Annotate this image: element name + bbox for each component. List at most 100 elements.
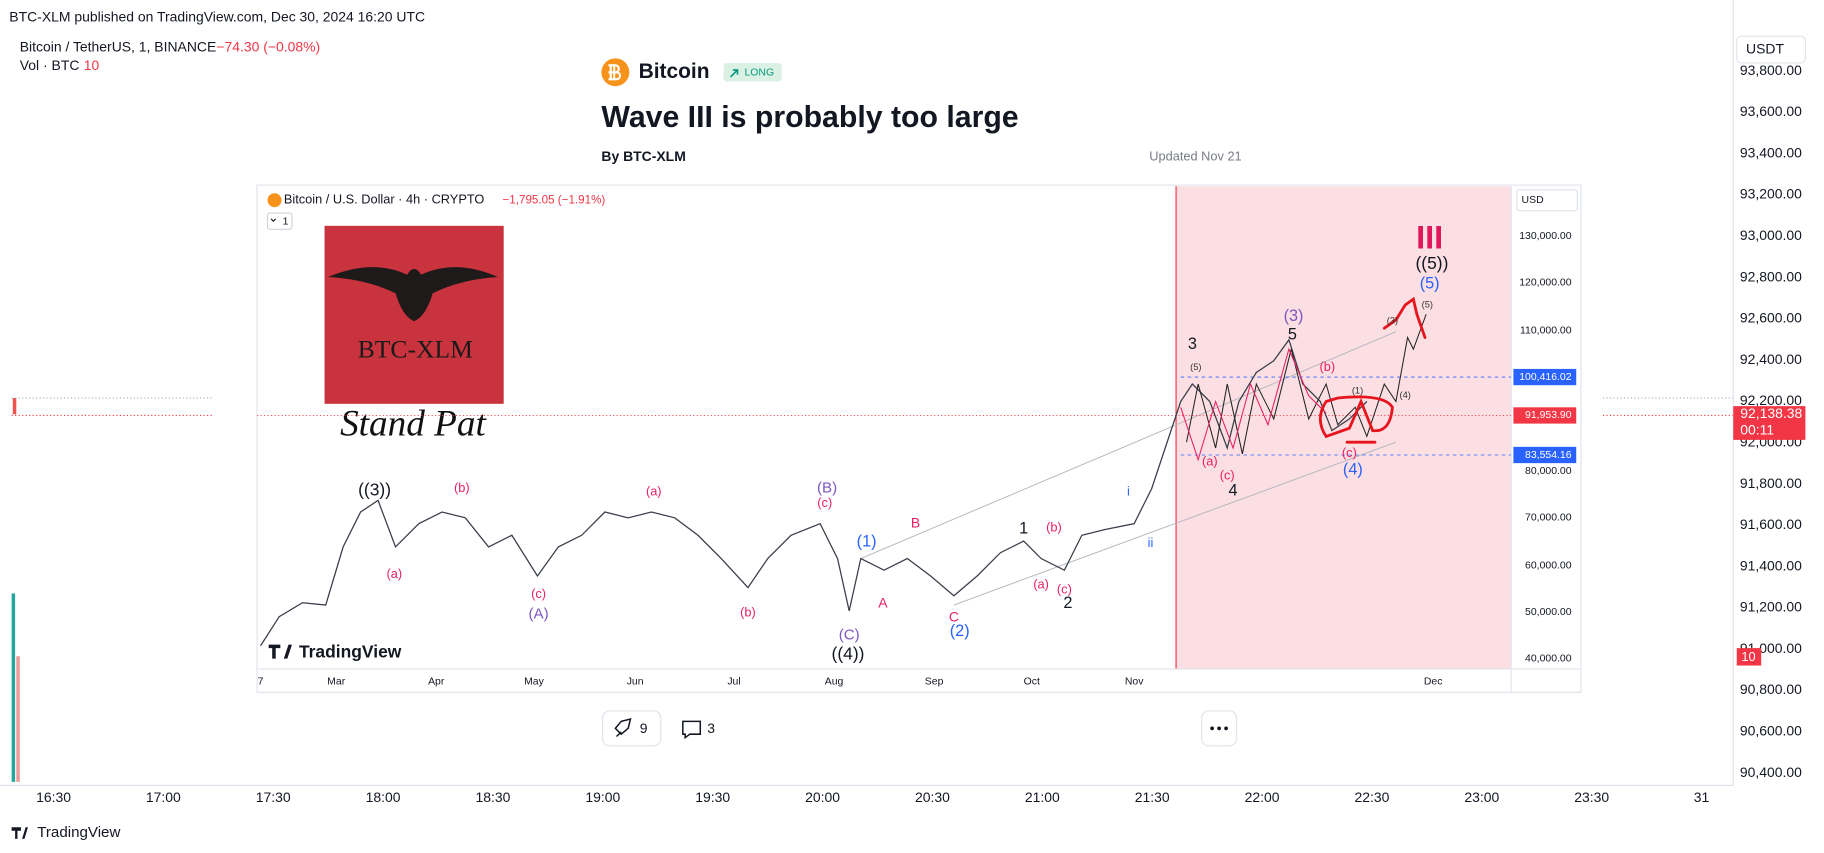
volume-bar <box>16 656 20 782</box>
interval-box <box>266 212 293 230</box>
time-tick-label: 22:00 <box>1245 789 1280 805</box>
wave-label: (B) <box>817 480 837 497</box>
wave-label: (a) <box>646 484 662 499</box>
inner-price-tick: 80,000.00 <box>1525 466 1572 477</box>
month-label: 7 <box>258 677 264 688</box>
wave-label: ((5)) <box>1416 253 1449 273</box>
inner-price-tick: 120,000.00 <box>1519 278 1572 289</box>
eagle <box>328 267 498 322</box>
wave-label: (2) <box>950 622 970 640</box>
watermark-logo <box>268 644 292 659</box>
last-price: 92,138.38 <box>1740 405 1802 421</box>
inner-price-tick: 70,000.00 <box>1525 513 1572 524</box>
price-sketch <box>260 338 1368 647</box>
price-tick-label: 91,800.00 <box>1740 475 1802 491</box>
month-label: Dec <box>1424 677 1443 688</box>
time-tick-label: 18:00 <box>366 789 401 805</box>
inner-price-tick: 40,000.00 <box>1525 653 1572 664</box>
time-tick-label: 17:00 <box>146 789 181 805</box>
wave-label: 2 <box>1063 594 1072 612</box>
month-label: Jul <box>727 677 740 688</box>
wave-label: A <box>878 595 888 611</box>
chevron <box>270 218 277 223</box>
dot <box>1217 726 1221 731</box>
month-label: Mar <box>327 677 346 688</box>
wave-label: (c) <box>1057 581 1072 596</box>
inner-price-badge <box>1513 446 1577 464</box>
projection-alt <box>1180 347 1327 462</box>
footer-logo <box>11 827 28 839</box>
currency-button[interactable] <box>1736 35 1806 64</box>
wave-label: (b) <box>454 480 470 495</box>
wave-label: (5) <box>1420 274 1440 292</box>
projection <box>1186 314 1427 454</box>
wave-label: III <box>1416 219 1443 255</box>
inner-change: −1,795.05 (−1.91%) <box>503 193 606 206</box>
volume-value: 10 <box>84 57 100 73</box>
inner-price-label: 91,953.90 <box>1525 410 1572 421</box>
channel-line <box>953 441 1397 606</box>
wave-label: (A) <box>529 605 549 622</box>
wave-label: (a) <box>1033 577 1049 592</box>
price-tick-label: 93,600.00 <box>1740 103 1802 119</box>
price-tick-label: 90,600.00 <box>1740 723 1802 739</box>
month-label: Apr <box>428 677 445 688</box>
month-label: Jun <box>627 677 644 688</box>
wave-label: (5) <box>1422 299 1433 309</box>
inner-price-badge <box>1513 368 1577 386</box>
price-tick-label: 92,600.00 <box>1740 310 1802 326</box>
rocket-icon <box>614 718 632 738</box>
price-tick-label: 93,200.00 <box>1740 186 1802 202</box>
wave-label: (a) <box>387 566 403 581</box>
outer-axes: 16:30 17:00 17:30 18:00 18:30 19:00 19:30 20:00… <box>36 62 1802 805</box>
wave-label: i <box>1127 484 1130 499</box>
wave-label: (C) <box>839 626 860 643</box>
wave-label: (a) <box>1202 453 1218 468</box>
price-tick-label: 92,800.00 <box>1740 268 1802 284</box>
inner-price-tick: 110,000.00 <box>1520 325 1572 336</box>
wave-label: B <box>911 514 920 530</box>
time-tick-label: 23:30 <box>1574 789 1609 805</box>
long-arrow <box>729 69 739 78</box>
month-label: Oct <box>1024 677 1040 688</box>
boost-button[interactable] <box>601 710 662 747</box>
wave-label: (c) <box>531 586 546 601</box>
price-tick-label: 93,800.00 <box>1740 62 1802 78</box>
wave-label: (1) <box>1352 385 1363 395</box>
time-tick-label: 19:00 <box>585 789 620 805</box>
outer-currency[interactable]: USDT <box>1746 40 1784 56</box>
comment-count[interactable]: 3 <box>707 720 715 736</box>
currency-box <box>1516 189 1578 212</box>
wave-label: 5 <box>1288 325 1297 343</box>
wave-label: (4) <box>1400 390 1411 400</box>
time-tick-label: 22:30 <box>1355 789 1390 805</box>
price-tick-label: 93,400.00 <box>1740 144 1802 160</box>
wave-label: C <box>949 609 959 625</box>
channel-line <box>860 331 1397 559</box>
inner-coin-icon <box>267 193 282 208</box>
comment-icon[interactable] <box>682 720 702 740</box>
last-price-badge <box>1733 406 1806 440</box>
wave-label: 4 <box>1229 481 1238 499</box>
boost-count[interactable]: 9 <box>640 720 648 736</box>
inner-price-tick: 60,000.00 <box>1525 560 1572 571</box>
time-tick-label: 21:30 <box>1135 789 1170 805</box>
idea-author: By BTC-XLM <box>601 148 685 164</box>
month-label: Nov <box>1125 677 1144 688</box>
wave-label: (c) <box>1220 467 1235 482</box>
inner-overlay: 130,000.00 120,000.00 110,000.00 80,000.00 7… <box>258 219 1577 688</box>
wave-label: (c) <box>817 495 832 510</box>
wave-label: (5) <box>1190 362 1201 372</box>
price-tick-label: 91,400.00 <box>1740 557 1802 573</box>
price-tick-label: 92,400.00 <box>1740 351 1802 367</box>
time-tick-label: 21:00 <box>1025 789 1060 805</box>
wave-label: 1 <box>1019 520 1028 538</box>
time-tick-label: 23:00 <box>1464 789 1499 805</box>
footer-brand: TradingView <box>37 824 120 841</box>
watermark: TradingView <box>299 641 402 661</box>
candle <box>12 398 17 415</box>
forecast-zone <box>1176 186 1512 670</box>
wave-label: (3) <box>1387 316 1398 326</box>
wave-label: 3 <box>1188 335 1197 353</box>
